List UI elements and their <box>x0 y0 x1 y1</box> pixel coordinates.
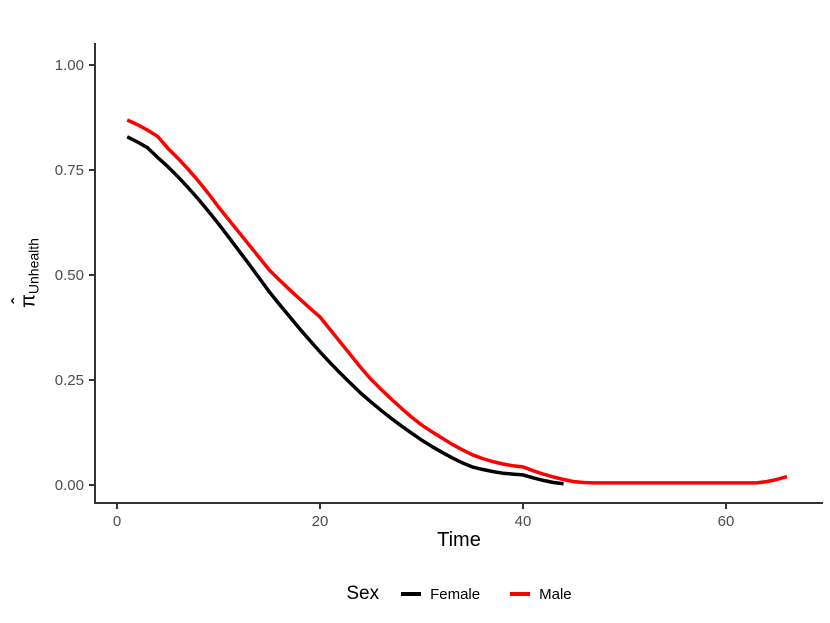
legend-item-female: Female <box>401 586 480 603</box>
x-tick-label: 60 <box>718 513 735 530</box>
legend-items: Female Male <box>393 586 572 603</box>
y-tick-label: 0.25 <box>55 372 84 389</box>
y-tick-label: 0.75 <box>55 162 84 179</box>
legend-title: Sex <box>346 583 380 604</box>
x-axis-title: Time <box>437 529 481 551</box>
y-tick-label: 0.50 <box>55 267 84 284</box>
y-tick-label: 0.00 <box>55 477 84 494</box>
y-axis-subscript: Unhealth <box>25 238 42 295</box>
legend: Sex Female Male <box>95 580 823 608</box>
legend-item-male: Male <box>510 586 572 603</box>
axis-lines <box>94 43 823 504</box>
x-tick-label: 0 <box>113 513 121 530</box>
legend-key-line-female <box>401 592 422 596</box>
x-tick-label: 40 <box>515 513 532 530</box>
y-tick-label: 1.00 <box>55 57 84 74</box>
legend-label-male: Male <box>539 585 572 603</box>
legend-key-line-male <box>510 592 531 596</box>
series-line-male <box>126 118 788 485</box>
legend-label-female: Female <box>430 585 481 603</box>
y-axis-title: π ˆ Unhealth <box>8 238 42 308</box>
series-line-female <box>126 135 564 486</box>
x-tick-label: 20 <box>312 513 329 530</box>
